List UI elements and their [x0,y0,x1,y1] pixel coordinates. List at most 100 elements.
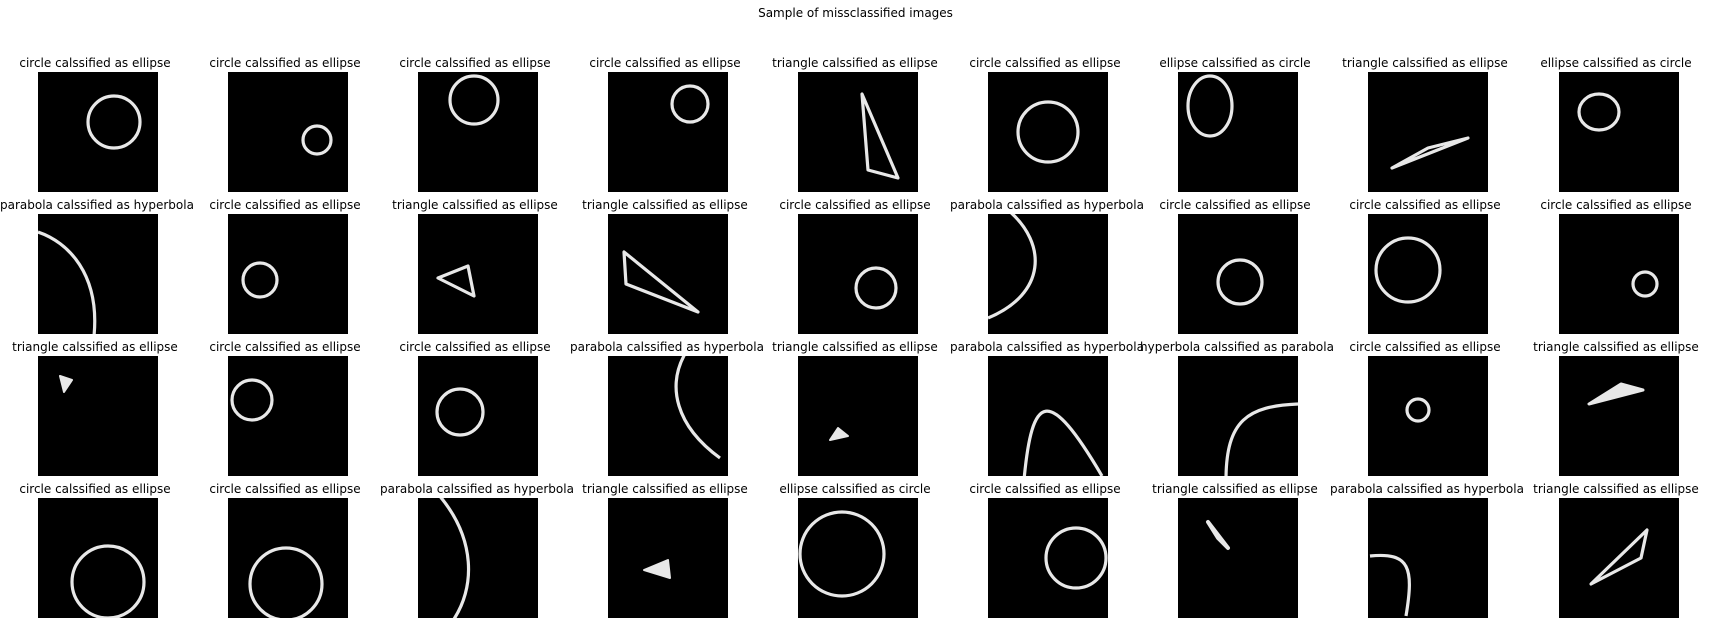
sample-image-parabola [1368,498,1488,618]
sample-image-circle [228,356,348,476]
grid-cell: parabola calssified as hyperbola [570,340,764,480]
grid-cell: circle calssified as ellipse [0,482,190,622]
sample-image-triangle [418,214,538,334]
grid-cell: ellipse calssified as circle [760,482,950,622]
sample-image-triangle [608,498,728,618]
sample-image-circle [228,214,348,334]
grid-cell: circle calssified as ellipse [570,56,760,196]
sample-image-triangle [1178,498,1298,618]
cell-caption: circle calssified as ellipse [209,482,361,496]
sample-image-circle [608,72,728,192]
cell-caption: circle calssified as ellipse [399,340,551,354]
grid-cell: parabola calssified as hyperbola [950,340,1144,480]
grid-cell: triangle calssified as ellipse [570,198,760,338]
cell-caption: triangle calssified as ellipse [1342,56,1508,70]
grid-cell: triangle calssified as ellipse [1140,482,1330,622]
cell-caption: ellipse calssified as circle [1159,56,1311,70]
sample-image-circle [1559,214,1679,334]
grid-cell: circle calssified as ellipse [950,482,1140,622]
cell-caption: circle calssified as ellipse [19,56,171,70]
sample-image-circle [418,356,538,476]
sample-image-triangle [608,214,728,334]
grid-cell: circle calssified as ellipse [1521,198,1711,338]
sample-image-ellipse [1178,72,1298,192]
cell-caption: parabola calssified as hyperbola [950,198,1144,212]
sample-image-ellipse [1559,72,1679,192]
cell-caption: circle calssified as ellipse [399,56,551,70]
sample-image-circle [228,498,348,618]
cell-caption: hyperbola calssified as parabola [1140,340,1334,354]
grid-cell: parabola calssified as hyperbola [380,482,574,622]
grid-cell: circle calssified as ellipse [380,340,570,480]
grid-cell: triangle calssified as ellipse [0,340,190,480]
cell-caption: triangle calssified as ellipse [1533,340,1699,354]
sample-image-triangle [1559,356,1679,476]
grid-cell: triangle calssified as ellipse [380,198,570,338]
grid-cell: parabola calssified as hyperbola [1330,482,1524,622]
figure-title: Sample of missclassified images [758,6,953,20]
grid-cell: circle calssified as ellipse [190,340,380,480]
grid-cell: ellipse calssified as circle [1521,56,1711,196]
cell-caption: triangle calssified as ellipse [582,482,748,496]
cell-caption: circle calssified as ellipse [209,340,361,354]
cell-caption: parabola calssified as hyperbola [1330,482,1524,496]
cell-caption: triangle calssified as ellipse [1152,482,1318,496]
grid-cell: parabola calssified as hyperbola [0,198,194,338]
cell-caption: triangle calssified as ellipse [392,198,558,212]
cell-caption: parabola calssified as hyperbola [0,198,194,212]
grid-cell: circle calssified as ellipse [1330,340,1520,480]
sample-image-triangle [1368,72,1488,192]
sample-image-circle [228,72,348,192]
cell-caption: parabola calssified as hyperbola [570,340,764,354]
cell-caption: circle calssified as ellipse [779,198,931,212]
sample-image-circle [798,214,918,334]
cell-caption: parabola calssified as hyperbola [380,482,574,496]
sample-image-triangle [798,72,918,192]
sample-image-parabola [988,356,1108,476]
cell-caption: circle calssified as ellipse [969,56,1121,70]
cell-caption: triangle calssified as ellipse [582,198,748,212]
sample-image-parabola [988,214,1108,334]
grid-cell: circle calssified as ellipse [950,56,1140,196]
cell-caption: circle calssified as ellipse [1159,198,1311,212]
grid-cell: circle calssified as ellipse [1140,198,1330,338]
grid-cell: circle calssified as ellipse [1330,198,1520,338]
sample-image-circle [38,498,158,618]
grid-cell: triangle calssified as ellipse [760,340,950,480]
grid-cell: circle calssified as ellipse [0,56,190,196]
sample-image-hyperbola [1178,356,1298,476]
sample-image-circle [1368,356,1488,476]
cell-caption: circle calssified as ellipse [209,56,361,70]
sample-image-triangle [38,356,158,476]
sample-image-circle [1368,214,1488,334]
sample-image-parabola [38,214,158,334]
sample-image-circle [38,72,158,192]
grid-cell: triangle calssified as ellipse [570,482,760,622]
cell-caption: parabola calssified as hyperbola [950,340,1144,354]
cell-caption: triangle calssified as ellipse [1533,482,1699,496]
cell-caption: triangle calssified as ellipse [772,340,938,354]
cell-caption: triangle calssified as ellipse [772,56,938,70]
sample-image-circle [988,498,1108,618]
grid-cell: triangle calssified as ellipse [1521,340,1711,480]
sample-image-triangle [798,356,918,476]
sample-image-circle [988,72,1108,192]
cell-caption: circle calssified as ellipse [1349,198,1501,212]
grid-cell: triangle calssified as ellipse [1330,56,1520,196]
grid-cell: ellipse calssified as circle [1140,56,1330,196]
grid-cell: circle calssified as ellipse [190,56,380,196]
grid-cell: circle calssified as ellipse [190,198,380,338]
grid-cell: circle calssified as ellipse [380,56,570,196]
cell-caption: circle calssified as ellipse [1349,340,1501,354]
sample-image-parabola [608,356,728,476]
cell-caption: circle calssified as ellipse [589,56,741,70]
cell-caption: circle calssified as ellipse [969,482,1121,496]
sample-image-triangle [1559,498,1679,618]
cell-caption: circle calssified as ellipse [19,482,171,496]
cell-caption: ellipse calssified as circle [1540,56,1692,70]
cell-caption: circle calssified as ellipse [1540,198,1692,212]
cell-caption: circle calssified as ellipse [209,198,361,212]
grid-cell: triangle calssified as ellipse [1521,482,1711,622]
sample-image-circle [1178,214,1298,334]
cell-caption: triangle calssified as ellipse [12,340,178,354]
